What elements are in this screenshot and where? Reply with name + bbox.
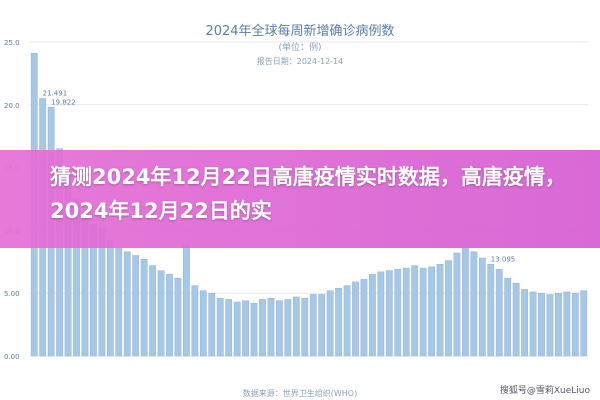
bar <box>402 267 410 357</box>
bar <box>352 281 359 357</box>
bar <box>191 285 199 357</box>
bar <box>326 290 334 357</box>
bar <box>335 287 342 357</box>
bar <box>369 274 376 357</box>
bar <box>436 264 444 357</box>
bar <box>276 300 283 357</box>
bar <box>462 247 469 357</box>
y-tick-label: 5.00 <box>4 290 20 298</box>
bar <box>199 290 207 357</box>
bar <box>343 285 351 357</box>
bar <box>470 251 478 357</box>
bar <box>183 245 190 357</box>
bar <box>580 290 588 357</box>
report-date: 报告日期：2024-12-14 <box>256 57 344 66</box>
y-tick-label: 20.0 <box>4 102 20 110</box>
bar <box>385 270 393 357</box>
bar <box>225 299 233 357</box>
y-tick-label: 0.00 <box>4 353 20 361</box>
overlay-banner: 猜测2024年12月22日高唐疫情实时数据，高唐疫情，2024年12月22日的实 <box>0 150 600 248</box>
data-label: 19.822 <box>51 98 76 106</box>
bar <box>250 303 258 357</box>
watermark: 搜狐号@雪莉XueLiuo <box>499 386 590 396</box>
bar <box>571 292 579 357</box>
bar <box>301 297 309 357</box>
bar <box>419 267 427 357</box>
bar <box>504 277 512 357</box>
bar <box>360 279 368 357</box>
chart-subtitle: (单位：例) <box>278 43 322 53</box>
source-note: 数据来源：世界卫生组织(WHO) <box>242 389 358 398</box>
bar <box>495 269 503 357</box>
bar <box>106 240 114 357</box>
bar <box>555 292 562 357</box>
data-label: 21.491 <box>43 90 68 98</box>
bar <box>123 251 131 357</box>
bar <box>487 264 495 357</box>
bar <box>453 252 461 357</box>
bar <box>377 271 385 357</box>
bar <box>309 294 317 357</box>
bar <box>318 294 326 357</box>
bar <box>529 291 537 357</box>
bar <box>259 299 266 357</box>
bar <box>411 265 419 357</box>
bar <box>132 255 140 357</box>
bar <box>115 247 123 357</box>
bar <box>445 260 452 357</box>
bar <box>56 148 63 357</box>
chart-title: 2024年全球每周新增确诊病例数 <box>205 24 395 39</box>
bar <box>428 266 435 357</box>
bar <box>546 294 554 357</box>
data-label: 13.095 <box>491 255 515 263</box>
bar <box>233 301 241 357</box>
bar <box>538 292 545 357</box>
bar <box>208 292 216 357</box>
bar <box>216 297 224 357</box>
bar <box>521 289 528 357</box>
bar <box>478 257 486 357</box>
bar <box>149 265 156 357</box>
bar <box>512 282 520 357</box>
bar <box>267 297 275 357</box>
bar <box>284 299 292 357</box>
bar <box>174 277 182 357</box>
bar <box>394 269 402 357</box>
bar <box>242 300 249 357</box>
bar <box>166 274 173 357</box>
bar <box>157 270 165 357</box>
bar <box>140 259 148 357</box>
bar <box>292 296 300 357</box>
bar <box>563 291 571 357</box>
y-tick-label: 25.0 <box>4 39 20 47</box>
